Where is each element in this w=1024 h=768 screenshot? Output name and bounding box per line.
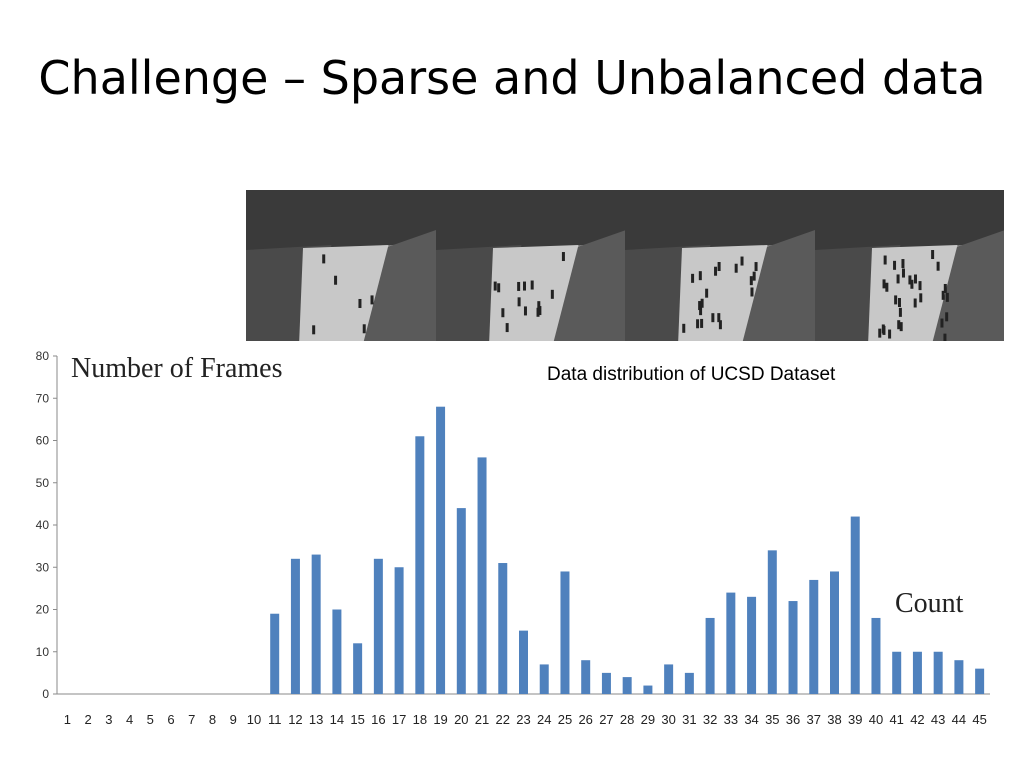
x-tick-label: 6 — [167, 712, 174, 727]
bar — [436, 406, 446, 694]
x-tick-label: 43 — [931, 712, 945, 727]
bar — [954, 660, 964, 694]
bar — [933, 651, 943, 694]
x-tick-label: 26 — [578, 712, 592, 727]
crowd-frame-1 — [246, 190, 436, 341]
x-tick-label: 35 — [765, 712, 779, 727]
y-tick-label: 0 — [42, 687, 49, 701]
bar — [498, 563, 508, 694]
bar — [456, 508, 466, 694]
x-axis-label: Count — [895, 588, 964, 619]
x-tick-label: 40 — [869, 712, 883, 727]
x-tick-label: 29 — [641, 712, 655, 727]
x-tick-label: 18 — [413, 712, 427, 727]
bar — [581, 660, 591, 694]
bar — [830, 571, 839, 694]
slide-title: Challenge – Sparse and Unbalanced data — [38, 51, 986, 105]
x-tick-label: 20 — [454, 712, 468, 727]
bar — [601, 672, 611, 694]
bar — [270, 613, 280, 694]
bar — [290, 558, 300, 694]
x-tick-label: 31 — [682, 712, 696, 727]
crowd-frame-2 — [435, 190, 625, 341]
bar — [726, 592, 736, 694]
x-tick-label: 17 — [392, 712, 406, 727]
bar — [353, 643, 363, 694]
x-tick-label: 25 — [558, 712, 572, 727]
y-tick-label: 20 — [36, 603, 50, 617]
bar — [394, 567, 404, 694]
bar — [373, 558, 383, 694]
bar — [519, 630, 528, 694]
chart-title: Data distribution of UCSD Dataset — [547, 364, 836, 385]
bar — [850, 516, 860, 694]
crowd-photo-strip — [246, 190, 1004, 341]
x-tick-label: 30 — [661, 712, 675, 727]
x-tick-label: 39 — [848, 712, 862, 727]
bar — [747, 596, 757, 694]
x-tick-label: 28 — [620, 712, 634, 727]
x-tick-label: 41 — [889, 712, 903, 727]
x-tick-label: 11 — [268, 712, 282, 727]
crowd-frame-4 — [814, 190, 1004, 341]
y-tick-label: 70 — [36, 391, 50, 405]
y-tick-label: 40 — [36, 518, 50, 532]
x-tick-label: 5 — [147, 712, 154, 727]
bar — [415, 436, 425, 694]
x-tick-label: 8 — [209, 712, 216, 727]
x-tick-label: 7 — [188, 712, 195, 727]
x-tick-label: 10 — [247, 712, 261, 727]
bar — [622, 677, 632, 694]
x-tick-label: 45 — [972, 712, 986, 727]
x-tick-label: 44 — [952, 712, 966, 727]
bar — [332, 609, 342, 694]
x-tick-label: 36 — [786, 712, 800, 727]
x-tick-label: 24 — [537, 712, 551, 727]
x-tick-label: 3 — [105, 712, 112, 727]
x-tick-label: 27 — [599, 712, 613, 727]
bar — [788, 601, 798, 694]
y-tick-label: 80 — [36, 349, 50, 363]
x-tick-label: 37 — [807, 712, 821, 727]
x-tick-label: 22 — [496, 712, 510, 727]
bar — [684, 672, 694, 694]
bar — [975, 668, 985, 694]
bar — [560, 571, 570, 694]
x-tick-label: 16 — [371, 712, 385, 727]
bar — [477, 457, 487, 694]
bar — [892, 651, 902, 694]
x-tick-label: 19 — [433, 712, 447, 727]
x-tick-label: 2 — [84, 712, 91, 727]
bar — [311, 554, 321, 694]
x-tick-label: 21 — [475, 712, 489, 727]
x-tick-label: 9 — [230, 712, 237, 727]
x-tick-label: 42 — [910, 712, 924, 727]
x-tick-label: 15 — [350, 712, 364, 727]
x-tick-label: 1 — [64, 712, 71, 727]
bar — [539, 664, 549, 694]
x-tick-label: 12 — [288, 712, 302, 727]
x-tick-label: 38 — [827, 712, 841, 727]
x-tick-label: 23 — [516, 712, 530, 727]
y-tick-label: 30 — [36, 560, 50, 574]
y-axis-label: Number of Frames — [71, 353, 283, 384]
x-tick-label: 13 — [309, 712, 323, 727]
bar — [664, 664, 674, 694]
bar — [871, 617, 881, 694]
bar — [912, 651, 922, 694]
x-tick-label: 32 — [703, 712, 717, 727]
x-tick-label: 33 — [724, 712, 738, 727]
y-tick-label: 10 — [36, 645, 50, 659]
y-tick-label: 60 — [36, 434, 50, 448]
bar — [705, 617, 715, 694]
bar — [767, 550, 777, 694]
crowd-frame-3 — [625, 190, 815, 341]
x-tick-label: 4 — [126, 712, 133, 727]
y-tick-label: 50 — [36, 476, 50, 490]
bar — [643, 685, 653, 694]
x-tick-label: 14 — [330, 712, 344, 727]
x-tick-label: 34 — [744, 712, 758, 727]
bar — [809, 579, 819, 694]
